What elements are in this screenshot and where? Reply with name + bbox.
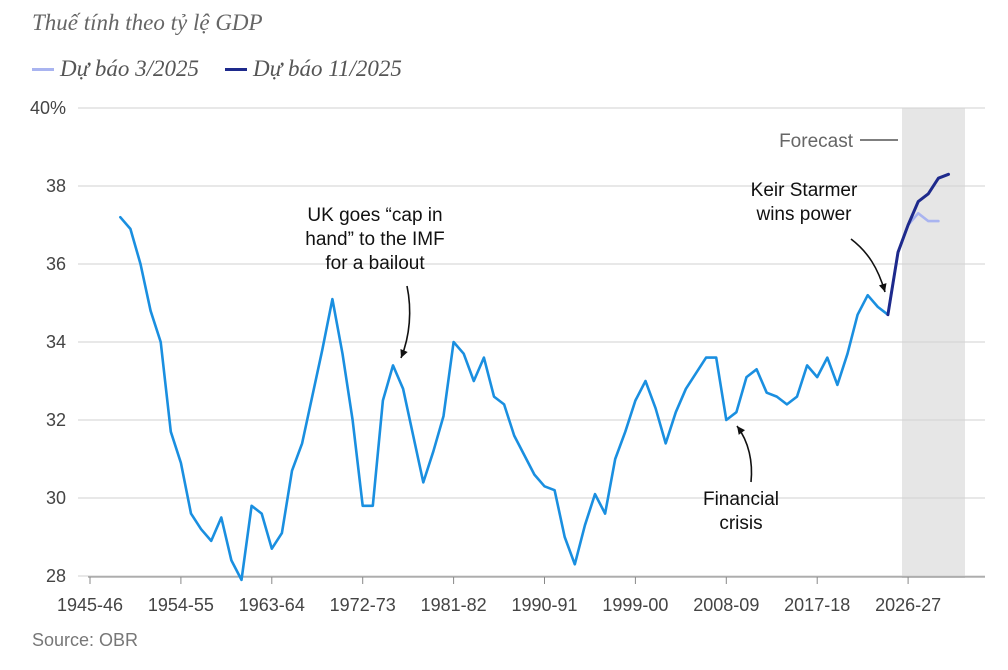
annotation-text: for a bailout xyxy=(325,253,425,274)
x-tick-label: 1945-46 xyxy=(57,595,123,615)
y-tick-label: 28 xyxy=(46,566,66,586)
legend-item-march: Dự báo 3/2025 xyxy=(32,56,199,82)
annotation-arrowhead xyxy=(400,349,408,358)
legend-item-november: Dự báo 11/2025 xyxy=(225,56,402,82)
annotation-text: crisis xyxy=(719,513,762,534)
x-tick-label: 2026-27 xyxy=(875,595,941,615)
x-tick-label: 2017-18 xyxy=(784,595,850,615)
y-tick-label: 40% xyxy=(30,98,66,118)
y-tick-label: 36 xyxy=(46,254,66,274)
x-tick-label: 2008-09 xyxy=(693,595,759,615)
annotation-text: hand” to the IMF xyxy=(305,229,444,250)
forecast-region xyxy=(902,108,965,578)
y-tick-label: 34 xyxy=(46,332,66,352)
x-tick-label: 1990-91 xyxy=(511,595,577,615)
y-tick-label: 30 xyxy=(46,488,66,508)
annotation-arrow xyxy=(400,285,411,359)
annotation-arrowhead xyxy=(878,283,887,292)
legend-swatch-march xyxy=(32,67,54,71)
x-tick-label: 1981-82 xyxy=(421,595,487,615)
source-note: Source: OBR xyxy=(32,630,139,650)
legend-label-march: Dự báo 3/2025 xyxy=(60,56,200,81)
legend-swatch-november xyxy=(225,67,248,71)
series-line-2 xyxy=(886,172,950,317)
legend: Dự báo 3/2025 Dự báo 11/2025 xyxy=(32,56,428,82)
x-tick-label: 1999-00 xyxy=(602,595,668,615)
legend-label-november: Dự báo 11/2025 xyxy=(253,56,402,81)
chart-title: Thuế tính theo tỷ lệ GDP xyxy=(32,10,263,35)
annotation-arrow xyxy=(850,238,886,293)
annotation-text: Financial xyxy=(703,489,779,510)
series-line-0 xyxy=(119,215,890,582)
annotation-text: UK goes “cap in xyxy=(307,205,442,226)
x-tick-label: 1954-55 xyxy=(148,595,214,615)
annotation-text: wins power xyxy=(755,204,852,225)
annotation-arrowhead xyxy=(737,426,745,435)
x-tick-label: 1963-64 xyxy=(239,595,305,615)
y-tick-label: 32 xyxy=(46,410,66,430)
forecast-label: Forecast xyxy=(779,131,854,152)
y-tick-label: 38 xyxy=(46,176,66,196)
x-tick-label: 1972-73 xyxy=(330,595,396,615)
annotation-text: Keir Starmer xyxy=(751,180,858,201)
